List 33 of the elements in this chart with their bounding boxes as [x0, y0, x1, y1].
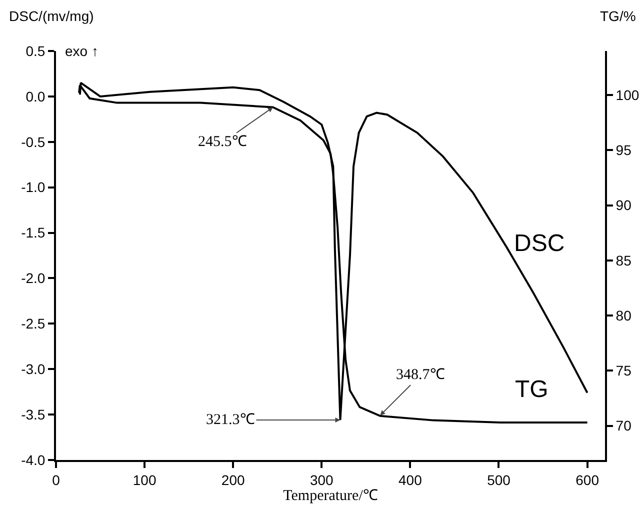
y2-tick-label: 95 [616, 142, 632, 158]
annotation: 348.7℃ [396, 367, 445, 383]
x-tick-label: 300 [310, 472, 334, 488]
series-label: DSC [514, 230, 565, 257]
y-tick-label: -4.0 [21, 452, 46, 468]
y2-tick-label: 85 [616, 252, 632, 268]
annotation: 321.3℃ [206, 412, 255, 428]
series-label: TG [515, 376, 548, 403]
y-tick-label: -1.0 [21, 179, 46, 196]
y2-tick-label: 100 [616, 87, 640, 103]
x-tick-label: 200 [221, 472, 245, 488]
x-tick-label: 400 [398, 472, 422, 488]
annotation: 245.5℃ [198, 134, 247, 150]
y2-tick-label: 70 [616, 418, 632, 434]
y-tick-label: -1.5 [21, 224, 46, 241]
x-axis-title: Temperature/℃ [283, 488, 378, 504]
y-tick-label: 0.0 [26, 88, 46, 104]
y-tick-label: -3.0 [21, 361, 46, 378]
y-tick-label: -2.0 [21, 270, 46, 286]
y2-tick-label: 80 [616, 307, 632, 324]
x-tick-label: 500 [487, 472, 511, 488]
y-axis-title: DSC/(mv/mg) [9, 8, 94, 24]
y2-axis-title: TG/% [600, 8, 636, 24]
y2-tick-label: 90 [616, 197, 632, 214]
y-tick-label: 0.5 [26, 42, 46, 59]
x-tick-label: 100 [132, 472, 156, 488]
y-tick-label: -2.5 [21, 316, 46, 332]
y-tick-label: -3.5 [21, 406, 46, 422]
x-tick-label: 600 [576, 472, 600, 488]
y-tick-label: -0.5 [21, 134, 46, 150]
x-tick-label: 0 [52, 472, 60, 488]
annotation: exo ↑ [65, 43, 98, 59]
y2-tick-label: 75 [616, 362, 632, 379]
